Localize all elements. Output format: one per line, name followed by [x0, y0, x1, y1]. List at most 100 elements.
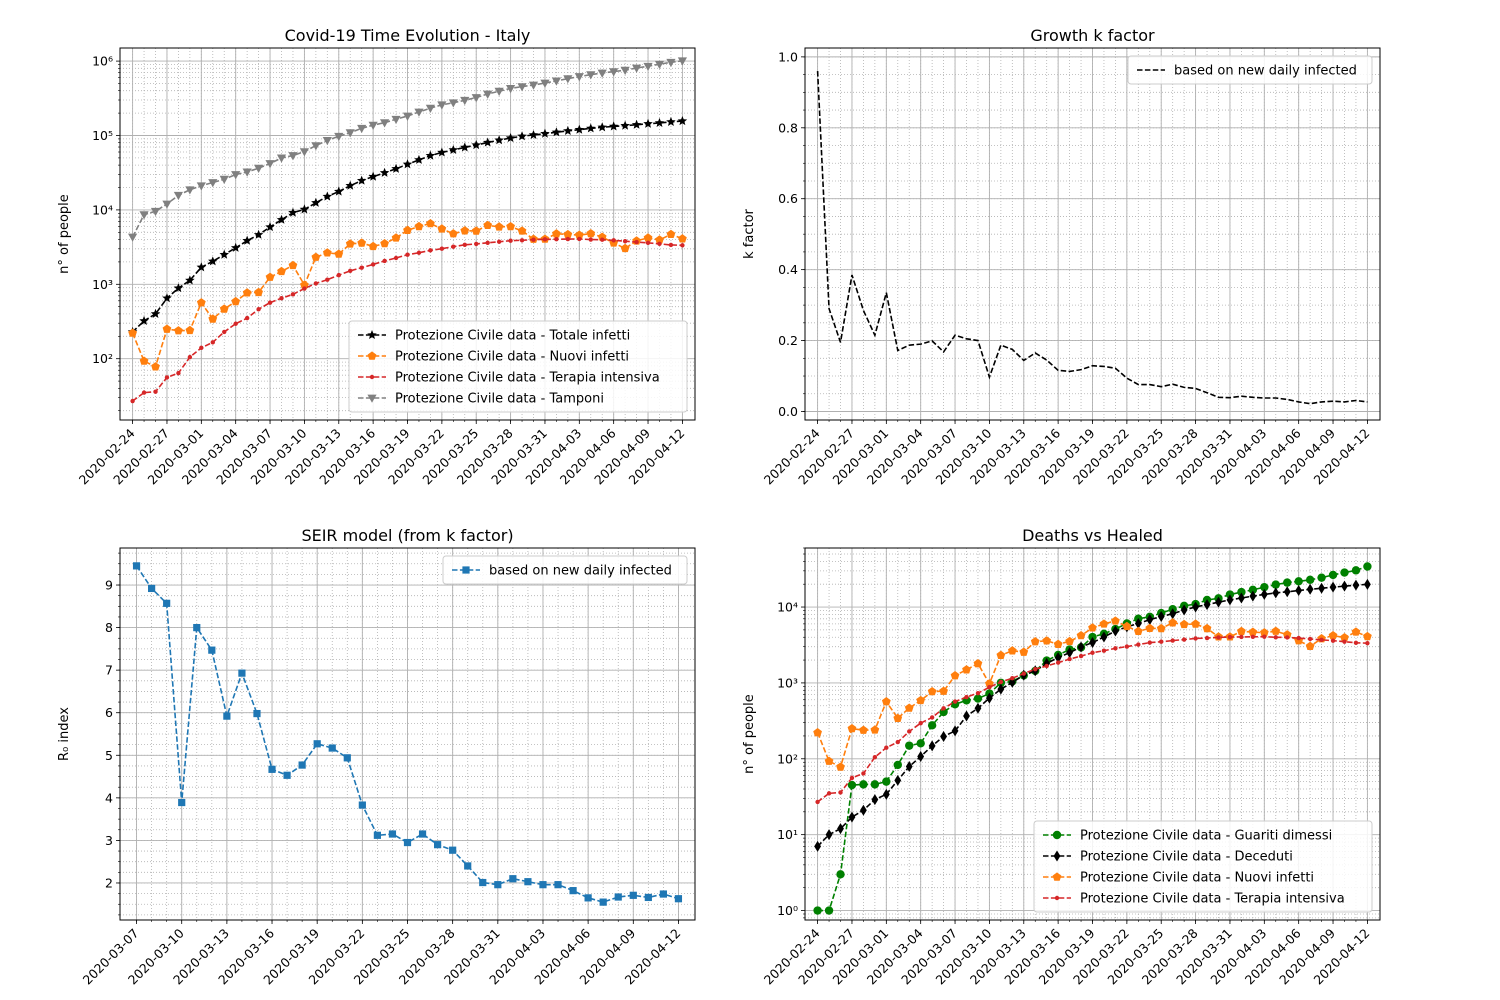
y-tick-label: 2 [105, 875, 113, 890]
data-point [1351, 566, 1361, 575]
data-point [655, 235, 664, 244]
data-point [462, 242, 467, 247]
y-tick-label: 10⁰ [777, 903, 798, 918]
data-point [128, 328, 137, 337]
data-point [517, 226, 527, 235]
data-point [471, 226, 481, 235]
data-point [276, 214, 287, 224]
data-point [1159, 639, 1164, 644]
legend-frame [1127, 55, 1373, 85]
data-point [196, 298, 206, 307]
y-tick-label: 0.0 [778, 404, 798, 419]
data-point [196, 262, 207, 272]
data-point [1112, 625, 1119, 637]
data-point [334, 249, 344, 258]
legend: Protezione Civile data - Totale infetti P… [348, 320, 688, 413]
data-point [185, 275, 195, 285]
data-point [1008, 676, 1016, 688]
data-point [426, 218, 435, 228]
legend-marker [367, 330, 377, 340]
legend-marker [462, 566, 470, 574]
data-point [256, 307, 261, 312]
legend-frame [1033, 820, 1373, 913]
data-point [608, 121, 619, 131]
data-point [208, 646, 216, 654]
data-point [1203, 599, 1211, 611]
data-point [631, 64, 642, 73]
data-point [882, 777, 891, 786]
data-point [1306, 583, 1314, 595]
legend-marker [1052, 830, 1062, 840]
data-point [322, 191, 333, 201]
data-point [483, 220, 493, 230]
data-point [882, 788, 890, 800]
data-point [813, 728, 822, 737]
data-point [368, 241, 378, 251]
data-point [917, 751, 925, 763]
data-point [599, 898, 607, 906]
legend-label: Protezione Civile data - Tamponi [395, 392, 604, 407]
data-point [150, 308, 161, 318]
data-point [437, 224, 447, 233]
data-point [1193, 636, 1198, 641]
data-point [597, 232, 607, 241]
data-point [393, 255, 399, 261]
data-point [425, 104, 436, 113]
legend-marker [1054, 895, 1060, 901]
data-point [1363, 562, 1372, 571]
data-point [210, 340, 215, 345]
data-point [1294, 577, 1303, 586]
data-point [368, 121, 378, 130]
data-point [1134, 617, 1142, 629]
data-point [299, 204, 310, 214]
data-point [322, 248, 332, 257]
data-point [674, 895, 683, 903]
data-point [439, 246, 445, 251]
data-point [509, 875, 517, 883]
data-point [836, 762, 845, 771]
y-tick-label: 0.2 [778, 333, 798, 348]
data-point [1318, 582, 1325, 594]
data-point [577, 236, 582, 242]
data-point [219, 249, 229, 259]
data-point [574, 124, 585, 134]
data-point [1111, 616, 1120, 625]
data-point [1204, 635, 1210, 641]
data-point [231, 171, 241, 180]
data-point [328, 744, 336, 752]
data-point [1283, 578, 1292, 587]
data-point [620, 120, 630, 130]
data-point [1319, 637, 1324, 643]
data-point [334, 132, 344, 142]
data-point [132, 562, 141, 570]
data-point [1317, 573, 1326, 582]
legend-marker [369, 374, 375, 380]
data-point [163, 599, 171, 607]
data-point [1340, 633, 1349, 642]
legend-marker [1052, 872, 1062, 881]
data-point [242, 288, 252, 297]
legend: based on new daily infected [1127, 55, 1373, 85]
data-point [403, 225, 412, 234]
data-point [643, 118, 653, 128]
chart-title: Deaths vs Healed [1022, 526, 1163, 545]
data-point [963, 710, 970, 722]
data-point [973, 694, 983, 703]
data-point [528, 129, 539, 139]
data-point [884, 745, 889, 750]
data-point [253, 229, 264, 239]
data-point [357, 124, 367, 134]
data-point [150, 207, 161, 217]
axes-frame [119, 547, 696, 921]
grid [116, 548, 695, 924]
data-point [1168, 618, 1178, 627]
legend-label: Protezione Civile data - Nuovi infetti [395, 350, 629, 365]
data-point [927, 721, 937, 730]
data-point [418, 830, 427, 838]
data-point [644, 893, 652, 902]
data-point [524, 878, 532, 886]
data-point [657, 241, 662, 247]
data-point [230, 242, 241, 252]
axes-frame [119, 47, 696, 421]
data-point [164, 375, 170, 380]
